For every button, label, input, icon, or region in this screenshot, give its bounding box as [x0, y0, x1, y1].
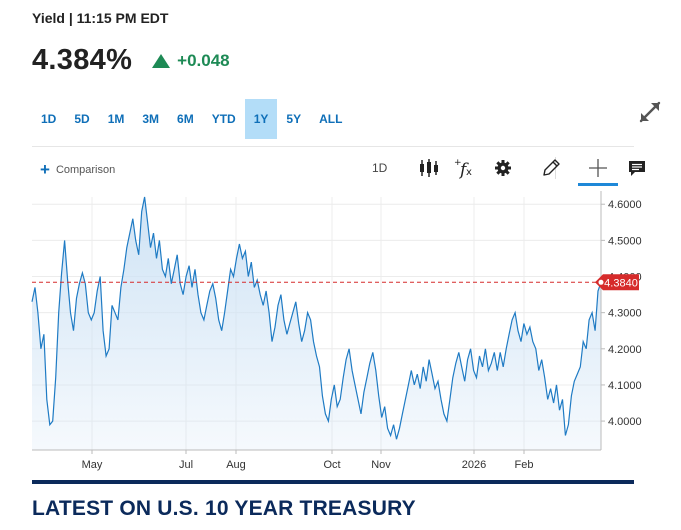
last-price-badge [595, 274, 639, 291]
range-tab-ytd[interactable]: YTD [211, 112, 236, 126]
last-price-dot [598, 279, 604, 285]
crosshair-icon[interactable] [587, 157, 609, 179]
range-tabs: 1D 5D 1M 3M 6M YTD 1Y 5Y ALL [32, 99, 351, 139]
y-tick-label: 4.0000 [608, 416, 642, 428]
section-divider [32, 480, 634, 484]
triangle-up-icon [152, 53, 171, 68]
active-tool-indicator [578, 183, 618, 186]
range-tab-1m[interactable]: 1M [107, 112, 125, 126]
range-tab-5d[interactable]: 5D [74, 112, 90, 126]
x-tick-label: 2026 [462, 459, 486, 471]
range-tab-1d[interactable]: 1D [41, 112, 57, 126]
range-tab-1y[interactable]: 1Y [244, 99, 278, 139]
range-tab-all[interactable]: ALL [319, 112, 343, 126]
yield-timestamp: Yield | 11:15 PM EDT [32, 10, 169, 26]
y-tick-label: 4.5000 [608, 235, 642, 247]
series-area [32, 197, 601, 450]
y-tick-label: 4.2000 [608, 344, 642, 356]
price-row: 4.384% +0.048 [32, 44, 230, 77]
y-tick-label: 4.1000 [608, 380, 642, 392]
y-tick-label: 4.3000 [608, 308, 642, 320]
x-tick-label: Aug [226, 459, 246, 471]
gear-icon[interactable] [492, 157, 514, 179]
last-price-label: 4.3840 [604, 277, 638, 289]
y-tick-label: 4.6000 [608, 199, 642, 211]
range-tab-5y[interactable]: 5Y [286, 112, 302, 126]
x-tick-label: Nov [371, 459, 391, 471]
yield-change: +0.048 [177, 50, 230, 70]
series-line [31, 196, 602, 440]
x-tick-label: Oct [323, 459, 340, 471]
x-tick-label: Jul [179, 459, 193, 471]
range-tab-6m[interactable]: 6M [177, 112, 194, 126]
candlestick-icon[interactable] [418, 157, 440, 179]
x-tick-label: Feb [515, 459, 534, 471]
range-tab-3m[interactable]: 3M [142, 112, 160, 126]
plus-icon: + [40, 160, 50, 179]
comment-icon[interactable] [626, 157, 648, 179]
expand-icon[interactable] [637, 99, 663, 125]
pencil-icon[interactable] [540, 157, 562, 179]
svg-text:+: + [454, 158, 462, 168]
x-tick-label: May [82, 459, 103, 471]
current-yield: 4.384% [32, 44, 133, 76]
comparison-label: Comparison [55, 164, 116, 176]
studies-fx-icon[interactable]: f x + [453, 157, 475, 179]
section-heading: LATEST ON U.S. 10 YEAR TREASURY [32, 497, 416, 520]
svg-text:x: x [466, 167, 472, 178]
interval-selector[interactable]: 1D [372, 161, 388, 175]
yield-chart[interactable]: 4.60004.50004.40004.30004.20004.10004.00… [0, 185, 681, 475]
chart-toolbar: + Comparison 1D f x + [32, 146, 645, 186]
svg-text:f: f [458, 160, 469, 179]
comparison-button[interactable]: + Comparison [40, 160, 116, 179]
